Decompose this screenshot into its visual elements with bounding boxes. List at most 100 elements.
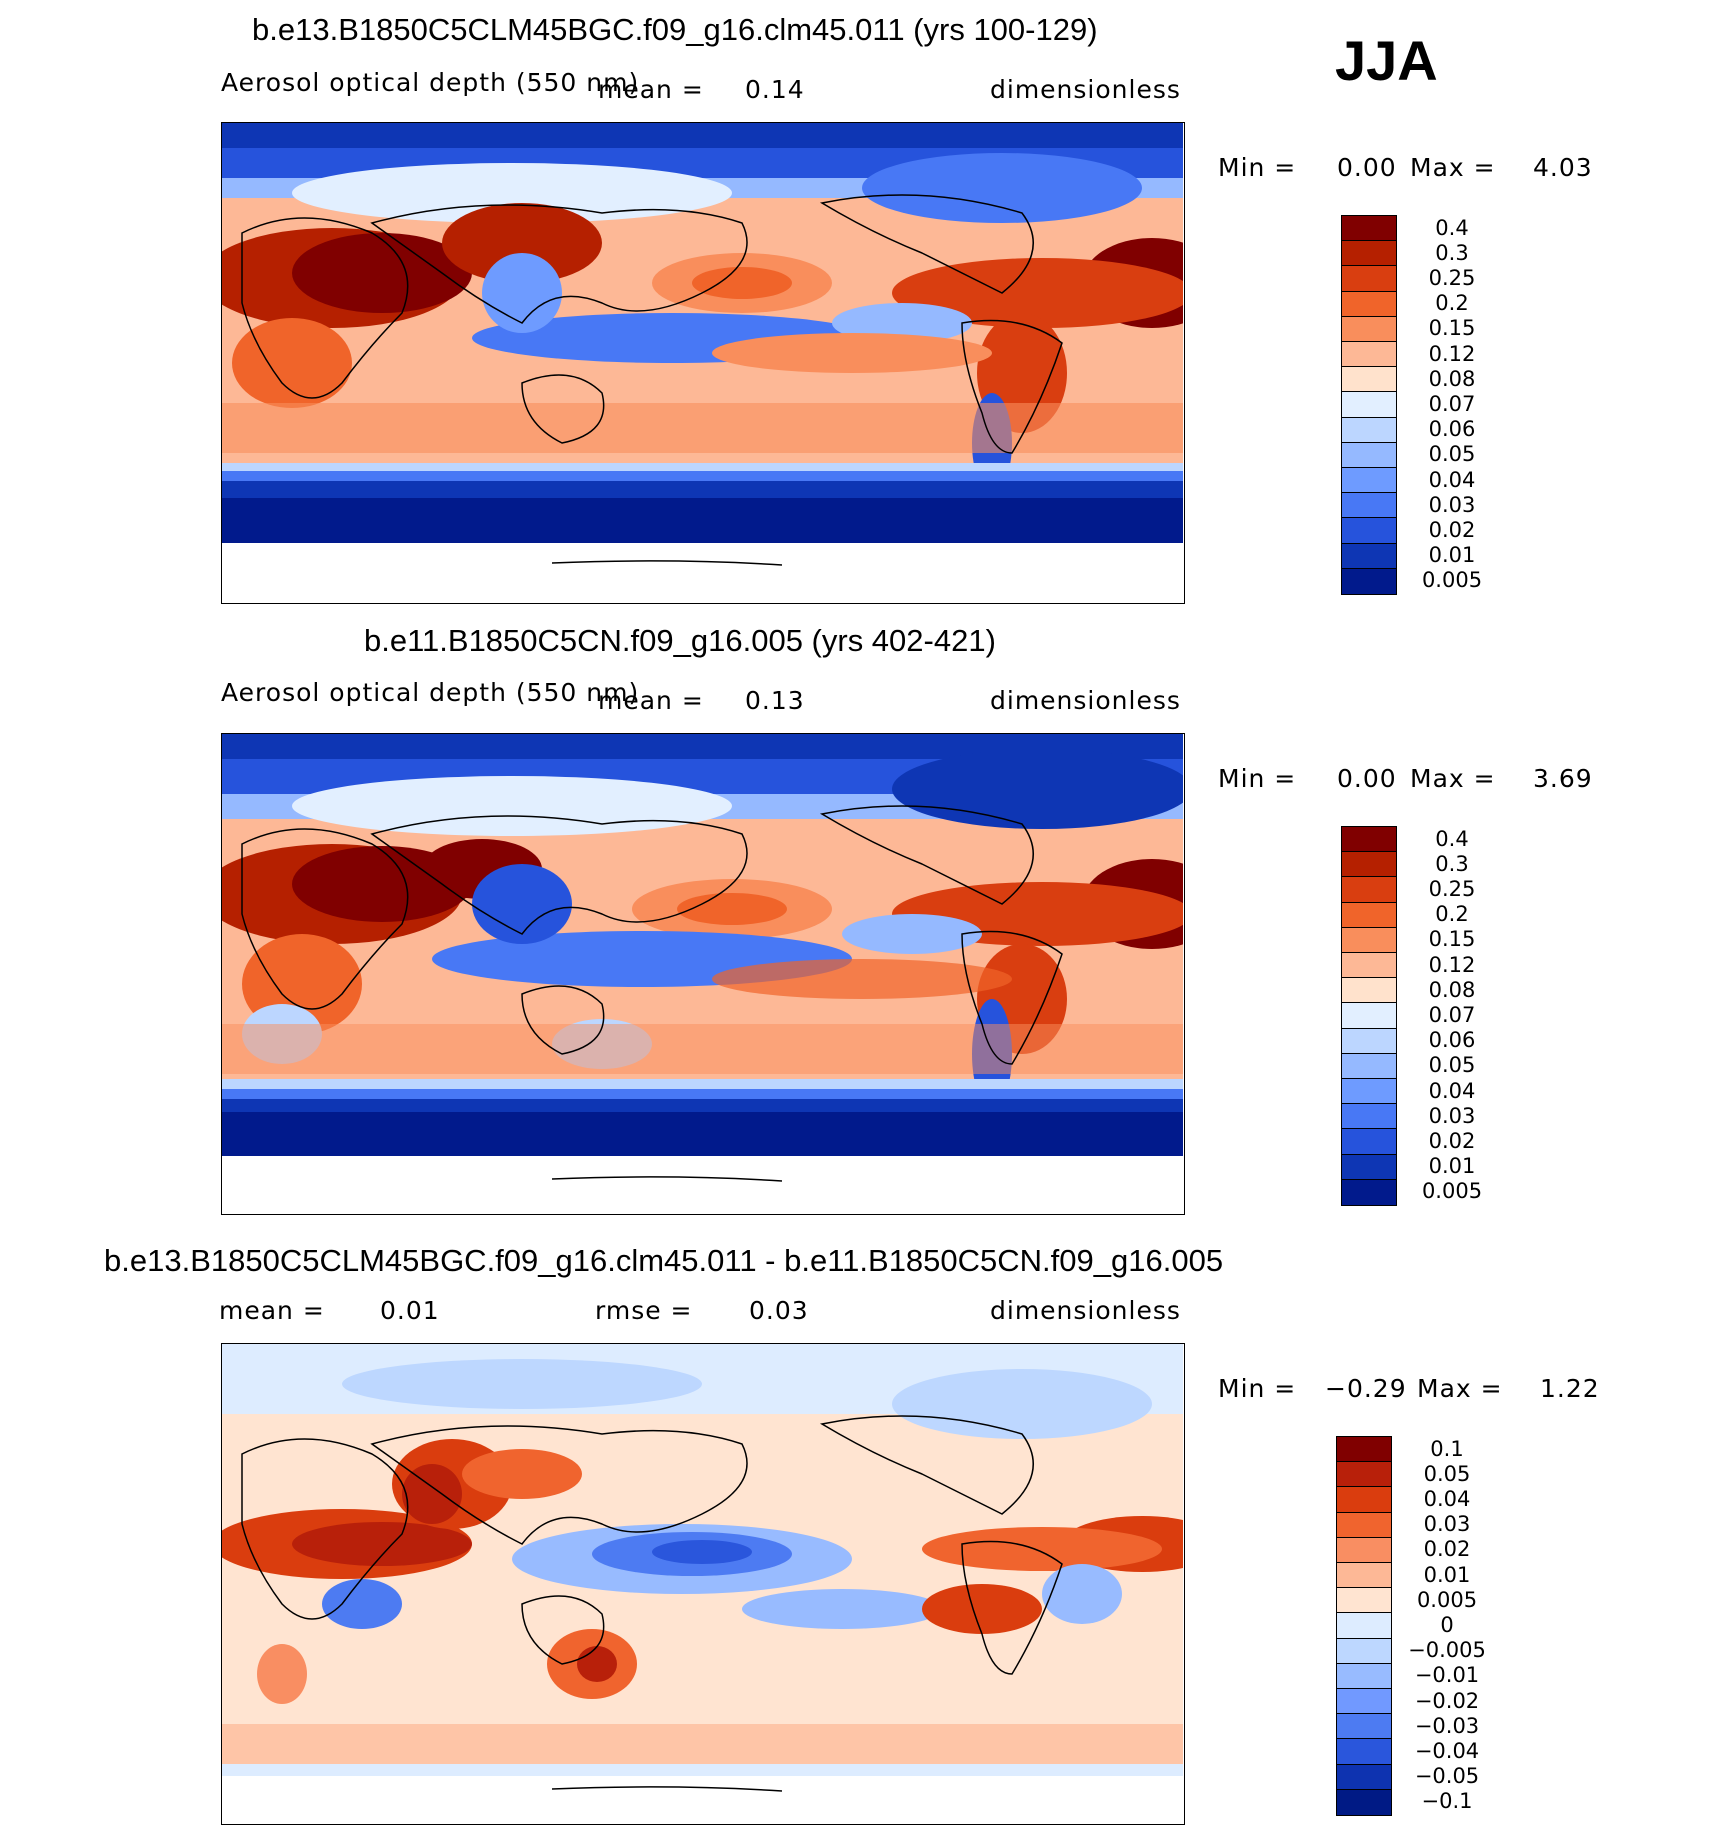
- colorbar-swatch: [1342, 827, 1396, 853]
- colorbar-swatch: [1342, 367, 1396, 393]
- colorbar-tick-label: 0.06: [1428, 1028, 1476, 1053]
- colorbar-tick-label: 0.25: [1428, 266, 1476, 290]
- colorbar-swatch: [1342, 1053, 1396, 1079]
- panel1-min-label: Min =: [1218, 153, 1297, 182]
- colorbar-tick-label: −0.05: [1414, 1764, 1480, 1789]
- colorbar-swatch: [1342, 1079, 1396, 1105]
- colorbar-swatch: [1342, 342, 1396, 368]
- colorbar-swatch: [1342, 1154, 1396, 1180]
- colorbar-swatch: [1337, 1613, 1391, 1639]
- panel1-map: [221, 122, 1185, 604]
- colorbar-swatch: [1337, 1739, 1391, 1765]
- colorbar-swatch: [1342, 266, 1396, 292]
- colorbar-tick-label: 0.02: [1423, 1537, 1471, 1562]
- colorbar-swatch: [1337, 1714, 1391, 1740]
- panel1-title: b.e13.B1850C5CLM45BGC.f09_g16.clm45.011 …: [252, 12, 1098, 47]
- panel1-min-value: 0.00: [1337, 153, 1397, 182]
- panel1-mean-label: mean =: [598, 75, 704, 104]
- colorbar-swatch: [1342, 291, 1396, 317]
- colorbar-swatch: [1337, 1588, 1391, 1614]
- panel3-field: [222, 1344, 1183, 1823]
- colorbar-swatch: [1342, 316, 1396, 342]
- colorbar-tick-label: 0.05: [1423, 1461, 1471, 1486]
- colorbar-tick-label: 0.005: [1416, 1587, 1478, 1612]
- colorbar-swatch: [1342, 493, 1396, 519]
- panel1-max-label: Max =: [1410, 153, 1496, 182]
- colorbar-tick-label: 0.04: [1423, 1487, 1471, 1511]
- colorbar-swatch: [1342, 978, 1396, 1004]
- colorbar-swatch: [1342, 442, 1396, 468]
- colorbar-tick-label: 0.12: [1428, 341, 1476, 366]
- colorbar-tick-label: 0.04: [1428, 467, 1476, 492]
- colorbar-swatch: [1337, 1537, 1391, 1563]
- panel2-max-label: Max =: [1410, 764, 1496, 793]
- colorbar-tick-label: 0.3: [1435, 851, 1469, 876]
- panel1-units: dimensionless: [990, 75, 1181, 104]
- colorbar-tick-label: 0.03: [1423, 1512, 1471, 1537]
- colorbar-tick-label: 0.02: [1428, 1129, 1476, 1153]
- colorbar-swatch: [1342, 902, 1396, 928]
- panel2-mean-label: mean =: [598, 686, 704, 715]
- colorbar-swatch: [1342, 953, 1396, 979]
- panel2-max-value: 3.69: [1533, 764, 1593, 793]
- colorbar-swatch: [1337, 1512, 1391, 1538]
- colorbar-swatch: [1342, 927, 1396, 953]
- colorbar-tick-label: −0.01: [1414, 1663, 1480, 1688]
- colorbar-tick-label: 0.1: [1430, 1436, 1464, 1461]
- colorbar-swatch: [1337, 1563, 1391, 1589]
- colorbar-swatch: [1342, 1179, 1396, 1205]
- colorbar-tick-label: 0.12: [1428, 952, 1476, 977]
- colorbar-tick-label: 0.07: [1428, 1003, 1476, 1027]
- panel2-min-label: Min =: [1218, 764, 1297, 793]
- colorbar-tick-label: 0.04: [1428, 1078, 1476, 1103]
- colorbar-swatch: [1337, 1437, 1391, 1463]
- colorbar-tick-label: −0.02: [1414, 1688, 1480, 1713]
- colorbar-swatch: [1342, 1003, 1396, 1029]
- colorbar-swatch: [1342, 1028, 1396, 1054]
- colorbar-swatch: [1342, 392, 1396, 418]
- colorbar-tick-label: 0.08: [1428, 977, 1476, 1002]
- panel3-map: [221, 1343, 1185, 1825]
- colorbar-swatch: [1342, 1104, 1396, 1130]
- colorbar-swatch: [1337, 1689, 1391, 1715]
- colorbar-swatch: [1337, 1638, 1391, 1664]
- panel1-max-value: 4.03: [1533, 153, 1593, 182]
- colorbar-tick-label: 0.05: [1428, 1053, 1476, 1078]
- colorbar-tick-label: 0.01: [1423, 1562, 1471, 1587]
- colorbar-tick-label: 0: [1440, 1613, 1454, 1637]
- colorbar-tick-label: 0.005: [1421, 1179, 1483, 1204]
- panel1-mean-value: 0.14: [745, 75, 805, 104]
- colorbar-swatch: [1342, 543, 1396, 569]
- colorbar-swatch: [1342, 568, 1396, 594]
- panel3-max-value: 1.22: [1540, 1374, 1600, 1403]
- panel3-units: dimensionless: [990, 1296, 1181, 1325]
- panel3-rmse-label: rmse =: [595, 1296, 693, 1325]
- colorbar-tick-label: 0.2: [1435, 902, 1469, 927]
- colorbar-tick-label: 0.05: [1428, 442, 1476, 467]
- colorbar-tick-label: 0.3: [1435, 240, 1469, 265]
- colorbar-tick-label: 0.02: [1428, 518, 1476, 542]
- panel2-title: b.e11.B1850C5CN.f09_g16.005 (yrs 402-421…: [364, 623, 996, 658]
- panel2-units: dimensionless: [990, 686, 1181, 715]
- colorbar-tick-label: −0.04: [1414, 1739, 1480, 1763]
- colorbar-swatch: [1342, 852, 1396, 878]
- panel1-field: [222, 123, 1183, 602]
- colorbar-tick-label: −0.03: [1414, 1713, 1480, 1738]
- colorbar-tick-label: 0.15: [1428, 927, 1476, 952]
- colorbar-tick-label: 0.4: [1435, 826, 1469, 851]
- colorbar-tick-label: 0.2: [1435, 291, 1469, 316]
- colorbar-tick-label: 0.4: [1435, 215, 1469, 240]
- colorbar-swatch: [1342, 468, 1396, 494]
- panel3-mean-value: 0.01: [380, 1296, 440, 1325]
- colorbar-tick-label: −0.1: [1421, 1789, 1473, 1814]
- panel2-min-value: 0.00: [1337, 764, 1397, 793]
- season-label: JJA: [1335, 29, 1438, 92]
- panel3-min-value: −0.29: [1325, 1374, 1407, 1403]
- colorbar-tick-label: 0.25: [1428, 877, 1476, 901]
- colorbar-swatch: [1337, 1789, 1391, 1815]
- panel3-max-label: Max =: [1417, 1374, 1503, 1403]
- panel2-variable: Aerosol optical depth (550 nm): [221, 678, 640, 707]
- panel3-rmse-value: 0.03: [749, 1296, 809, 1325]
- colorbar-swatch: [1342, 877, 1396, 903]
- colorbar-swatch: [1342, 1129, 1396, 1155]
